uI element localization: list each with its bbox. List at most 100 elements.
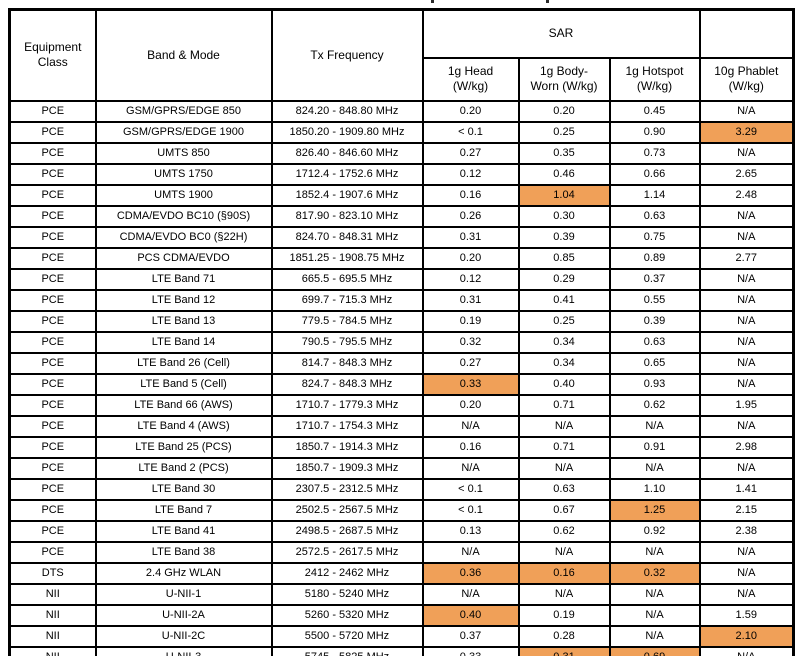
cell-band-mode: CDMA/EVDO BC0 (§22H) — [94, 225, 273, 249]
cell-equipment-class: PCE — [8, 477, 97, 501]
cell-sar-value: 0.63 — [608, 330, 701, 354]
header-10g-phablet: 10g Phablet (W/kg) — [698, 56, 795, 102]
cell-sar-value: N/A — [421, 414, 520, 438]
cell-sar-value: N/A — [608, 582, 701, 606]
cell-tx-frequency: 1852.4 - 1907.6 MHz — [270, 183, 424, 207]
cell-sar-value: N/A — [421, 540, 520, 564]
cell-band-mode: U-NII-1 — [94, 582, 273, 606]
table-row: PCE LTE Band 41 2498.5 - 2687.5 MHz 0.13 0.6… — [8, 519, 795, 543]
cell-sar-value: 0.39 — [517, 225, 611, 249]
cell-sar-value: 0.34 — [517, 351, 611, 375]
cell-sar-value: 0.25 — [517, 309, 611, 333]
cell-tx-frequency: 1710.7 - 1754.3 MHz — [270, 414, 424, 438]
cell-band-mode: LTE Band 12 — [94, 288, 273, 312]
cell-sar-value: N/A — [698, 288, 795, 312]
cell-sar-value: 0.39 — [608, 309, 701, 333]
cell-band-mode: LTE Band 5 (Cell) — [94, 372, 273, 396]
cell-equipment-class: NII — [8, 603, 97, 627]
cell-sar-value: 0.66 — [608, 162, 701, 186]
cell-equipment-class: PCE — [8, 414, 97, 438]
cell-sar-value: 0.67 — [517, 498, 611, 522]
table-row: PCE UMTS 1750 1712.4 - 1752.6 MHz 0.12 0.46 0… — [8, 162, 795, 186]
header-1g-head: 1g Head (W/kg) — [421, 56, 520, 102]
table-row: NII U-NII-2A 5260 - 5320 MHz 0.40 0.19 N/A 1.5… — [8, 603, 795, 627]
cell-sar-value: < 0.1 — [421, 120, 520, 144]
cell-sar-value: 0.85 — [517, 246, 611, 270]
cell-sar-value: N/A — [698, 141, 795, 165]
cell-tx-frequency: 2498.5 - 2687.5 MHz — [270, 519, 424, 543]
cell-tx-frequency: 5745 - 5825 MHz — [270, 645, 424, 656]
cell-band-mode: LTE Band 30 — [94, 477, 273, 501]
cell-sar-value: 0.63 — [608, 204, 701, 228]
cell-sar-value: 0.27 — [421, 351, 520, 375]
cell-sar-value: 0.93 — [608, 372, 701, 396]
cell-sar-value: N/A — [517, 540, 611, 564]
cell-sar-value: 0.46 — [517, 162, 611, 186]
sar-table-body: PCE GSM/GPRS/EDGE 850 824.20 - 848.80 MHz 0… — [8, 99, 795, 656]
cell-equipment-class: PCE — [8, 498, 97, 522]
cell-sar-value: 1.95 — [698, 393, 795, 417]
header-row-sub: 1g Head (W/kg) 1g Body- Worn (W/kg) 1g H… — [10, 56, 795, 102]
cell-sar-value: 0.20 — [421, 246, 520, 270]
cell-sar-value: N/A — [608, 456, 701, 480]
cell-tx-frequency: 5500 - 5720 MHz — [270, 624, 424, 648]
cell-sar-value: 0.31 — [421, 288, 520, 312]
cell-sar-value: 1.04 — [517, 183, 611, 207]
cell-tx-frequency: 2572.5 - 2617.5 MHz — [270, 540, 424, 564]
table-row: PCE LTE Band 5 (Cell) 824.7 - 848.3 MHz 0.3… — [8, 372, 795, 396]
cell-sar-value: 0.19 — [421, 309, 520, 333]
cell-sar-value: 0.92 — [608, 519, 701, 543]
cell-equipment-class: PCE — [8, 435, 97, 459]
cell-band-mode: UMTS 1750 — [94, 162, 273, 186]
cell-equipment-class: PCE — [8, 225, 97, 249]
cell-sar-value: 0.28 — [517, 624, 611, 648]
table-row: PCE LTE Band 25 (PCS) 1850.7 - 1914.3 MHz 0… — [8, 435, 795, 459]
cell-sar-value: 0.45 — [608, 99, 701, 123]
header-row-top: Equipment Class Band & Mode Tx Frequency… — [8, 8, 795, 102]
cell-sar-value: N/A — [698, 456, 795, 480]
cell-sar-value: 0.12 — [421, 267, 520, 291]
table-row: PCE GSM/GPRS/EDGE 1900 1850.20 - 1909.80 M… — [8, 120, 795, 144]
cell-sar-value: N/A — [698, 561, 795, 585]
header-phablet-spacer — [698, 8, 795, 59]
table-row: DTS 2.4 GHz WLAN 2412 - 2462 MHz 0.36 0.16 0.… — [8, 561, 795, 585]
table-row: PCE LTE Band 7 2502.5 - 2567.5 MHz < 0.1 0.6… — [8, 498, 795, 522]
cell-equipment-class: PCE — [8, 309, 97, 333]
cell-sar-value: 0.89 — [608, 246, 701, 270]
cell-equipment-class: PCE — [8, 519, 97, 543]
header-band-mode: Band & Mode — [94, 8, 273, 102]
cell-sar-value: 0.37 — [608, 267, 701, 291]
cell-sar-value: N/A — [608, 624, 701, 648]
table-row: PCE LTE Band 30 2307.5 - 2312.5 MHz < 0.1 0.… — [8, 477, 795, 501]
cell-equipment-class: NII — [8, 645, 97, 656]
cell-sar-value: 0.63 — [517, 477, 611, 501]
cell-sar-value: 0.31 — [421, 225, 520, 249]
table-row: PCE GSM/GPRS/EDGE 850 824.20 - 848.80 MHz 0… — [8, 99, 795, 123]
cell-band-mode: LTE Band 14 — [94, 330, 273, 354]
header-sar-group: SAR — [421, 8, 701, 59]
cell-sar-value: 0.20 — [421, 393, 520, 417]
cell-tx-frequency: 1850.20 - 1909.80 MHz — [270, 120, 424, 144]
table-row: PCE LTE Band 12 699.7 - 715.3 MHz 0.31 0.41 0… — [8, 288, 795, 312]
cell-sar-value: 2.98 — [698, 435, 795, 459]
cell-band-mode: LTE Band 66 (AWS) — [94, 393, 273, 417]
cell-equipment-class: PCE — [8, 204, 97, 228]
cell-sar-value: 2.48 — [698, 183, 795, 207]
cell-sar-value: 2.77 — [698, 246, 795, 270]
header-equipment-class: Equipment Class — [8, 8, 97, 102]
cell-equipment-class: PCE — [8, 141, 97, 165]
cell-sar-value: 0.30 — [517, 204, 611, 228]
cell-equipment-class: PCE — [8, 393, 97, 417]
cell-sar-value: N/A — [608, 603, 701, 627]
cell-sar-value: 0.71 — [517, 393, 611, 417]
cell-tx-frequency: 824.70 - 848.31 MHz — [270, 225, 424, 249]
cell-sar-value: 0.36 — [421, 561, 520, 585]
cell-sar-value: 0.12 — [421, 162, 520, 186]
cell-sar-value: 0.25 — [517, 120, 611, 144]
cell-sar-value: < 0.1 — [421, 477, 520, 501]
cell-sar-value: 0.35 — [517, 141, 611, 165]
cell-equipment-class: PCE — [8, 162, 97, 186]
cell-equipment-class: PCE — [8, 330, 97, 354]
cell-sar-value: 2.38 — [698, 519, 795, 543]
header-1g-hotspot: 1g Hotspot (W/kg) — [608, 56, 701, 102]
